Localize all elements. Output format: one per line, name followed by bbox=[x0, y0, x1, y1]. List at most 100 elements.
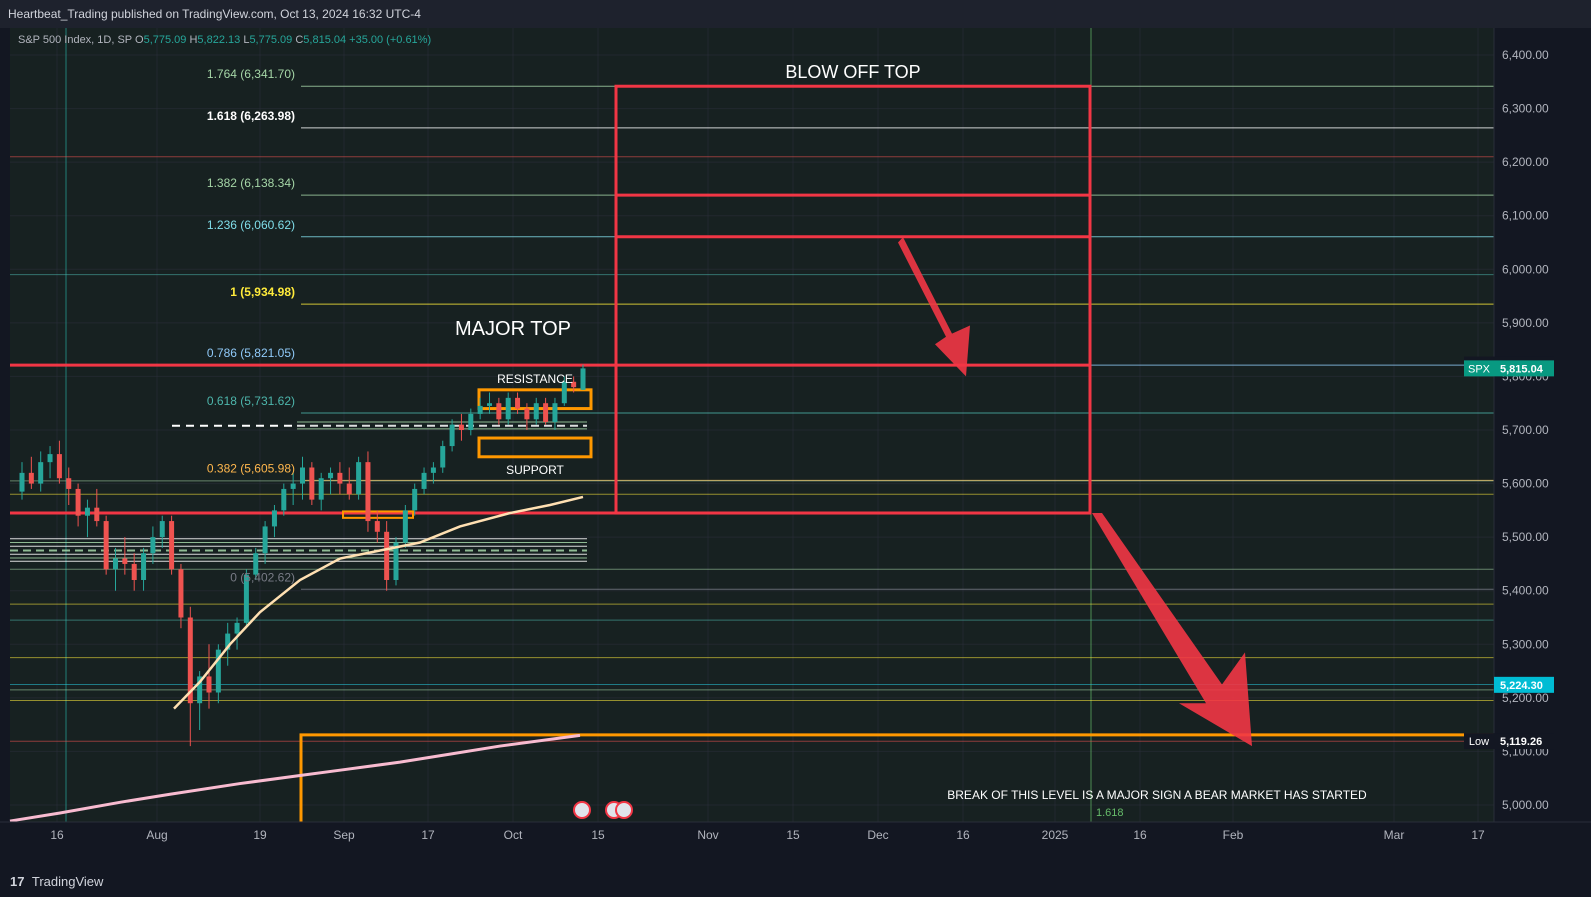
price-tick-label: 6,000.00 bbox=[1502, 262, 1549, 276]
ma-line-short bbox=[173, 495, 584, 710]
price-tick-label: 5,900.00 bbox=[1502, 316, 1549, 330]
candle-body bbox=[28, 472, 34, 484]
fib-level-label: 0.786 (5,821.05) bbox=[207, 346, 295, 360]
candle-body bbox=[384, 531, 390, 580]
us-flag-event-icon[interactable] bbox=[615, 801, 633, 819]
candle-body bbox=[94, 507, 100, 522]
price-tick-label: 6,300.00 bbox=[1502, 102, 1549, 116]
candle-body bbox=[178, 569, 184, 618]
candle-body bbox=[496, 403, 502, 420]
price-chart[interactable]: 1.764 (6,341.70) 1.618 (6,263.98) 1.382 (6… bbox=[0, 28, 1591, 866]
candle-body bbox=[505, 397, 511, 420]
candle-body bbox=[318, 478, 324, 500]
price-tags: High5,822.13SPX5,815.045,224.30Low5,119.… bbox=[1464, 356, 1554, 750]
candle-body bbox=[159, 521, 165, 538]
price-tag-label-bg bbox=[1464, 360, 1494, 377]
price-tick-label: 6,200.00 bbox=[1502, 155, 1549, 169]
candle-body bbox=[131, 563, 137, 580]
brand-name[interactable]: TradingView bbox=[31, 874, 104, 889]
candle-body bbox=[458, 424, 464, 430]
open-label: O bbox=[135, 34, 144, 46]
resistance-label: RESISTANCE bbox=[497, 372, 573, 386]
candle-body bbox=[393, 542, 399, 580]
ma-line-long bbox=[9, 733, 581, 823]
price-tag-value-bg bbox=[1494, 676, 1554, 693]
candle-body bbox=[571, 381, 577, 388]
price-tag-value: 5,224.30 bbox=[1500, 680, 1543, 692]
fib-level-label: 1 (5,934.98) bbox=[230, 285, 295, 299]
candle-body bbox=[328, 472, 334, 479]
candle-body bbox=[533, 403, 539, 420]
price-tick-label: 5,000.00 bbox=[1502, 798, 1549, 812]
fib-level-label: 1.382 (6,138.34) bbox=[207, 176, 295, 190]
annotation-labels: 1.764 (6,341.70) 1.618 (6,263.98) 1.382 (6… bbox=[207, 62, 1367, 819]
time-tick-label: Sep bbox=[333, 828, 355, 842]
candle-body bbox=[56, 454, 62, 479]
price-tag: Low 5,119.26 bbox=[1464, 733, 1554, 750]
time-tick-label: 19 bbox=[253, 828, 267, 842]
candle-body bbox=[253, 553, 259, 575]
candle-body bbox=[543, 403, 549, 422]
support-label: SUPPORT bbox=[506, 463, 564, 477]
candle-body bbox=[524, 408, 530, 420]
time-tick-label: Nov bbox=[697, 828, 718, 842]
time-axis-ticks: 16 Aug 19 Sep 17 Oct 15 Nov 15 Dec 16 2025 16 Feb Mar 1… bbox=[50, 828, 1485, 842]
small-orange-box bbox=[342, 510, 414, 519]
symbol-legend: S&P 500 Index, 1D, SP O5,775.09 H5,822.1… bbox=[18, 34, 431, 46]
down-arrow-small bbox=[898, 237, 970, 377]
candle-body bbox=[169, 521, 175, 570]
down-arrow-large bbox=[1092, 513, 1252, 747]
symbol-name: S&P 500 Index, 1D, SP bbox=[18, 34, 132, 46]
price-tag-value: 5,119.26 bbox=[1500, 736, 1542, 748]
candle-body bbox=[234, 622, 240, 634]
candle-body bbox=[309, 467, 315, 500]
bear-market-note: BREAK OF THIS LEVEL IS A MAJOR SIGN A BE… bbox=[947, 788, 1367, 802]
support-box bbox=[477, 436, 593, 459]
candle-body bbox=[47, 454, 53, 463]
candle-body bbox=[487, 403, 492, 406]
candle-body bbox=[449, 424, 455, 447]
candle-body bbox=[187, 617, 193, 704]
time-tick-label: 17 bbox=[421, 828, 435, 842]
candle-body bbox=[561, 381, 567, 404]
publisher-header: Heartbeat_Trading published on TradingVi… bbox=[0, 0, 1591, 28]
candle-body bbox=[515, 397, 521, 409]
open-value: 5,775.09 bbox=[143, 34, 187, 46]
low-label: L bbox=[243, 34, 250, 46]
us-flag-event-icon[interactable] bbox=[573, 801, 591, 819]
price-tag-value: 5,815.04 bbox=[1500, 363, 1544, 375]
fib-level-label: 0.382 (5,605.98) bbox=[207, 461, 295, 475]
candle-body bbox=[440, 446, 446, 468]
fib-level-label: 0 (5,402.62) bbox=[230, 570, 295, 584]
time-tick-label: Feb bbox=[1223, 828, 1244, 842]
candle-body bbox=[84, 507, 90, 516]
fib-small-label: 1.618 bbox=[1096, 807, 1124, 819]
time-tick-label: Aug bbox=[146, 828, 167, 842]
candle-body bbox=[290, 483, 296, 489]
arrow-annotations bbox=[898, 237, 1252, 747]
time-tick-label: 16 bbox=[50, 828, 64, 842]
candle-body bbox=[197, 676, 203, 704]
candle-body bbox=[215, 649, 221, 693]
time-tick-label: 15 bbox=[786, 828, 800, 842]
price-tick-label: 5,200.00 bbox=[1502, 691, 1549, 705]
price-tag-label-bg bbox=[1464, 733, 1494, 750]
candle-body bbox=[75, 488, 81, 516]
candle-body bbox=[262, 526, 268, 554]
fib-level-label: 1.236 (6,060.62) bbox=[207, 218, 295, 232]
event-icons[interactable] bbox=[573, 801, 633, 819]
candle-body bbox=[122, 558, 128, 564]
major-top-label: MAJOR TOP bbox=[455, 318, 571, 340]
price-tag: SPX 5,815.04 bbox=[1464, 360, 1554, 377]
candle-body bbox=[38, 462, 44, 484]
candle-body bbox=[206, 676, 212, 693]
high-value: 5,822.13 bbox=[197, 34, 241, 46]
candle-body bbox=[113, 558, 118, 570]
price-axis-ticks: 6,400.00 6,300.00 6,200.00 6,100.00 6,000.00… bbox=[1502, 48, 1549, 812]
fib-level-label: 0.618 (5,731.62) bbox=[207, 394, 295, 408]
candle-body bbox=[300, 467, 305, 484]
close-value: 5,815.04 bbox=[303, 34, 347, 46]
candle-body bbox=[430, 467, 436, 473]
candle-body bbox=[271, 510, 277, 527]
price-tag-label: SPX bbox=[1468, 363, 1491, 375]
